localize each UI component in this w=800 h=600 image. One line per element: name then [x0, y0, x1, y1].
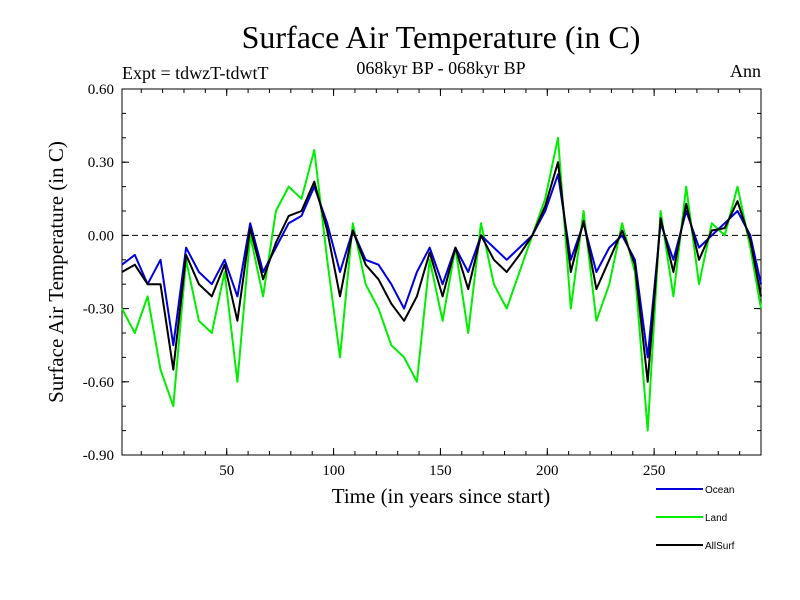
series-line-allsurf: [121, 161, 762, 383]
chart-subtitle-right: Ann: [730, 61, 761, 81]
legend-label-allsurf: AllSurf: [705, 541, 735, 552]
x-tick-label: 250: [643, 463, 666, 479]
y-tick-label: 0.30: [88, 155, 114, 171]
y-axis-label: Surface Air Temperature (in C): [44, 141, 68, 403]
y-tick-label: 0.60: [88, 82, 114, 98]
series-line-ocean: [121, 173, 762, 359]
chart-subtitle-center: 068kyr BP - 068kyr BP: [356, 58, 525, 78]
chart-title: Surface Air Temperature (in C): [242, 19, 641, 55]
y-tick-label: -0.60: [83, 375, 114, 391]
legend: Ocean Land AllSurf: [656, 485, 735, 552]
x-tick-label: 50: [219, 463, 234, 479]
x-tick-label: 200: [536, 463, 559, 479]
legend-label-land: Land: [705, 513, 727, 524]
x-tick-label: 150: [429, 463, 452, 479]
chart-subtitle-left: Expt = tdwzT-tdwtT: [122, 63, 268, 83]
series-line-land: [121, 136, 762, 432]
x-tick-label: 100: [322, 463, 345, 479]
plot-area: -0.90 -0.60 -0.30 0.00 0.30 0.60 50 100 150 200 25…: [83, 82, 762, 479]
x-axis-label: Time (in years since start): [332, 484, 551, 508]
y-tick-label: -0.30: [83, 302, 114, 318]
legend-label-ocean: Ocean: [705, 485, 734, 496]
y-tick-label: 0.00: [88, 228, 114, 244]
y-tick-label: -0.90: [83, 448, 114, 464]
